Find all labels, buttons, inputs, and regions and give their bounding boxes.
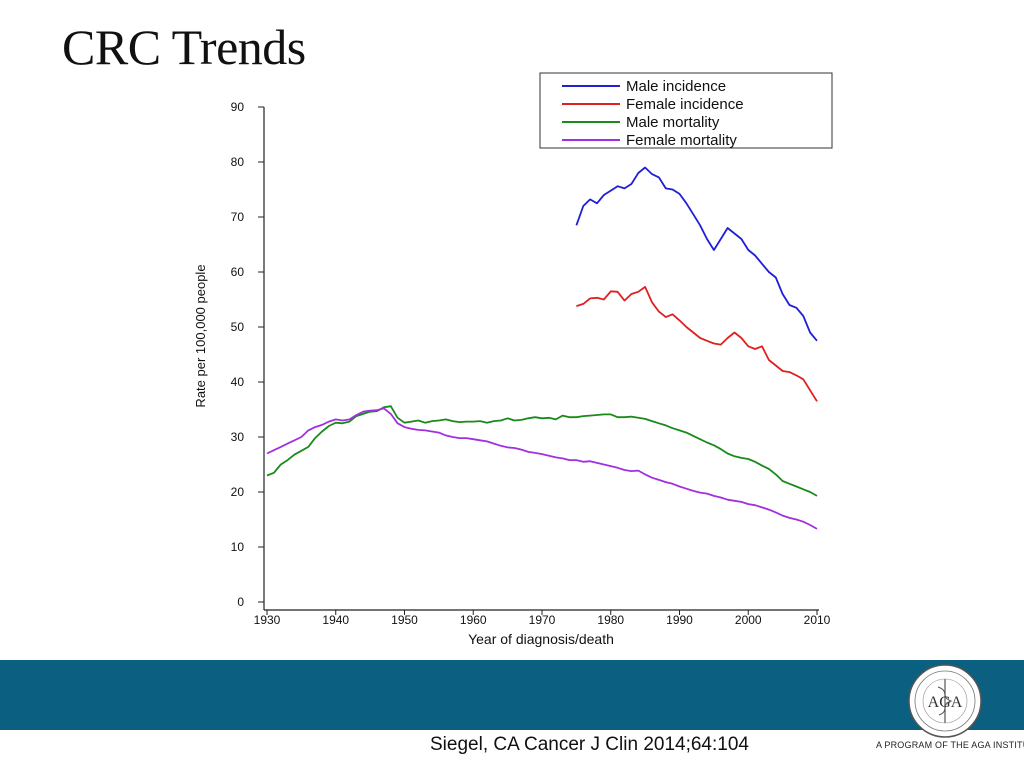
aga-seal-logo: AGA <box>908 664 982 738</box>
legend-label: Female mortality <box>626 132 737 149</box>
program-tagline: A PROGRAM OF THE AGA INSTITUTE <box>876 740 1024 750</box>
y-tick-label: 90 <box>231 100 245 114</box>
y-axis-label: Rate per 100,000 people <box>193 264 208 407</box>
logo-text: AGA <box>928 694 963 711</box>
series-line-female-mortality <box>266 407 818 530</box>
legend-label: Male mortality <box>626 114 720 131</box>
x-tick-label: 1980 <box>597 613 624 627</box>
x-tick-label: 2010 <box>804 613 831 627</box>
x-tick-label: 1990 <box>666 613 693 627</box>
y-tick-label: 10 <box>231 540 245 554</box>
x-tick-label: 1960 <box>460 613 487 627</box>
series-line-male-mortality <box>266 405 818 497</box>
y-tick-label: 20 <box>231 485 245 499</box>
citation: Siegel, CA Cancer J Clin 2014;64:104 <box>430 734 749 755</box>
x-tick-label: 1930 <box>254 613 281 627</box>
x-tick-label: 1970 <box>529 613 556 627</box>
legend-label: Male incidence <box>626 78 726 95</box>
y-tick-label: 0 <box>237 595 244 609</box>
footer-band <box>0 660 1024 730</box>
x-tick-label: 1950 <box>391 613 418 627</box>
x-tick-label: 2000 <box>735 613 762 627</box>
y-tick-label: 80 <box>231 155 245 169</box>
y-tick-label: 30 <box>231 430 245 444</box>
y-tick-label: 40 <box>231 375 245 389</box>
y-tick-label: 70 <box>231 210 245 224</box>
x-tick-label: 1940 <box>322 613 349 627</box>
legend-label: Female incidence <box>626 96 744 113</box>
series-line-female-incidence <box>576 285 818 402</box>
x-axis-label: Year of diagnosis/death <box>468 631 614 647</box>
chart-axes: 0 10 20 30 40 50 60 70 80 90 1930 1940 1950 1960 1970 1… <box>231 100 831 627</box>
series-line-male-incidence <box>575 166 818 342</box>
slide-title: CRC Trends <box>62 19 306 75</box>
series-layer <box>266 166 818 530</box>
crc-trends-chart: 0 10 20 30 40 50 60 70 80 90 1930 1940 1950 1960 1970 1… <box>193 72 833 647</box>
y-tick-label: 50 <box>231 320 245 334</box>
y-tick-label: 60 <box>231 265 245 279</box>
